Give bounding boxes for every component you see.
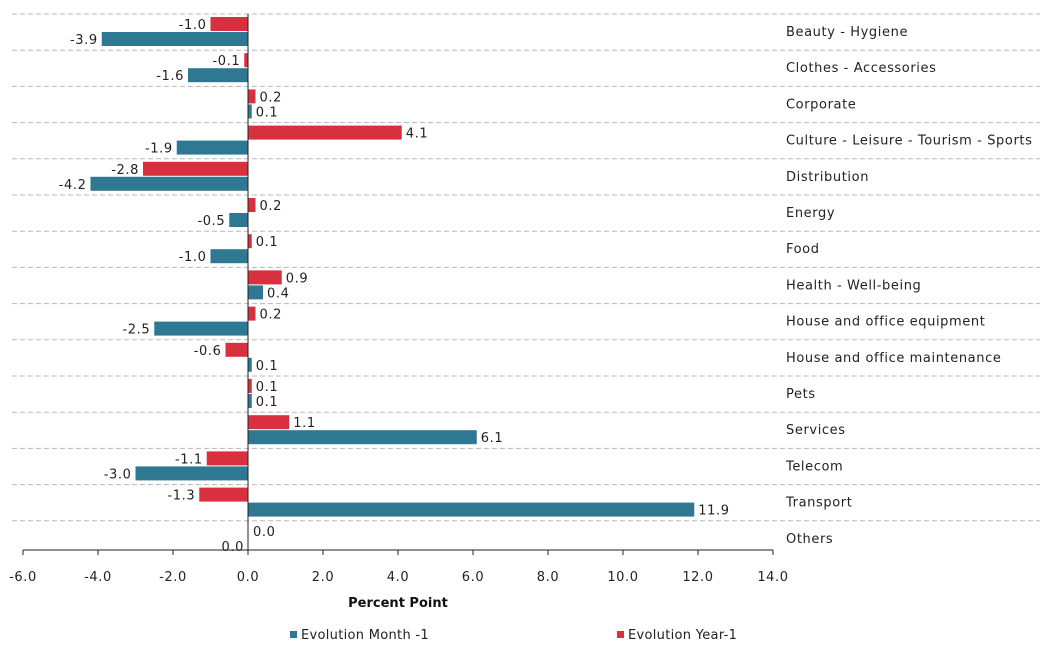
value-label: -4.2 [59, 178, 87, 193]
category-label: Pets [786, 387, 816, 402]
category-label: Energy [786, 206, 835, 221]
x-tick-label: 10.0 [607, 570, 638, 585]
value-label: -2.8 [111, 163, 139, 178]
bar-month [210, 249, 248, 264]
value-label: -0.1 [212, 54, 240, 69]
value-label: 4.1 [406, 127, 428, 142]
x-tick-label: 12.0 [682, 570, 713, 585]
value-label: 0.0 [222, 540, 244, 555]
bar-year [210, 17, 248, 31]
bar-year [248, 415, 290, 430]
legend-label: Evolution Year-1 [628, 628, 737, 643]
bar-month [101, 32, 248, 46]
bar-year [225, 342, 248, 357]
bar-year [248, 198, 256, 212]
x-tick-label: -4.0 [84, 570, 112, 585]
bar-month [248, 502, 695, 517]
x-tick-label: 4.0 [387, 570, 409, 585]
legend-swatch [617, 631, 624, 638]
bar-year [248, 234, 252, 249]
category-label: House and office equipment [786, 315, 985, 330]
bar-year [206, 451, 248, 466]
category-label: House and office maintenance [786, 351, 1001, 366]
value-label: 0.2 [260, 90, 282, 105]
category-label: Corporate [786, 97, 856, 112]
value-label: 0.2 [260, 308, 282, 323]
value-label: 0.0 [253, 525, 275, 540]
legend: Evolution Month -1 Evolution Year-1 [290, 628, 737, 643]
value-label: 0.4 [267, 286, 289, 301]
category-label: Clothes - Accessories [786, 61, 937, 76]
bar-year [248, 125, 402, 140]
bar-month [188, 68, 248, 83]
category-label: Transport [785, 496, 852, 511]
value-label: 0.9 [286, 271, 308, 286]
x-tick-label: 0.0 [237, 570, 259, 585]
bar-month [229, 213, 248, 227]
value-label: 0.1 [256, 395, 278, 410]
category-label: Services [786, 423, 846, 438]
legend-label: Evolution Month -1 [301, 628, 429, 643]
value-label: 0.2 [260, 199, 282, 214]
category-label: Culture - Leisure - Tourism - Sports [786, 134, 1032, 149]
bar-month [248, 394, 252, 408]
bar-year [199, 487, 248, 502]
category-label: Beauty - Hygiene [786, 25, 908, 40]
value-label: -1.0 [179, 250, 207, 265]
x-axis-title: Percent Point [348, 596, 448, 611]
category-label: Food [786, 242, 820, 257]
category-label: Distribution [786, 170, 869, 185]
value-label: -1.9 [145, 142, 173, 157]
bar-year [248, 306, 256, 321]
bar-year [244, 53, 248, 68]
bar-year [248, 270, 282, 285]
value-label: -0.5 [197, 214, 225, 229]
x-tick-label: 6.0 [462, 570, 484, 585]
value-label: -2.5 [122, 323, 150, 338]
bar-month [154, 321, 248, 336]
axes: -6.0 -4.0 -2.0 0.0 2.0 4.0 6.0 8.0 10.0 12.0 14.0 [9, 14, 788, 585]
category-label: Others [786, 532, 833, 547]
x-tick-label: -2.0 [159, 570, 187, 585]
bar-year [248, 89, 256, 104]
value-label: 1.1 [293, 416, 315, 431]
bar-month [248, 357, 252, 372]
x-tick-label: 8.0 [537, 570, 559, 585]
bar-year [248, 379, 252, 393]
value-label: -1.3 [167, 489, 195, 504]
bar-month [248, 430, 477, 445]
value-label: 0.1 [256, 380, 278, 395]
bar-month [248, 104, 252, 119]
legend-item: Evolution Month -1 [290, 628, 429, 643]
bar-month [135, 466, 248, 481]
value-label: -0.6 [194, 344, 222, 359]
value-label: -1.1 [175, 452, 203, 467]
value-label: 0.1 [256, 359, 278, 374]
x-tick-label: -6.0 [9, 570, 37, 585]
value-label: 0.1 [256, 235, 278, 250]
bars [90, 17, 695, 517]
category-separators [12, 13, 1040, 522]
value-label: -1.6 [156, 69, 184, 84]
value-label: -1.0 [179, 18, 207, 33]
category-label: Telecom [785, 459, 843, 474]
bar-month [90, 176, 248, 191]
value-label: 11.9 [698, 504, 729, 519]
x-tick-label: 14.0 [757, 570, 788, 585]
value-label: 0.1 [256, 105, 278, 120]
value-label: 6.1 [481, 431, 503, 446]
category-label: Health - Well-being [786, 278, 921, 293]
legend-item: Evolution Year-1 [617, 628, 737, 643]
value-label: -3.0 [104, 467, 132, 482]
bar-month [176, 140, 248, 155]
legend-swatch [290, 631, 297, 638]
value-labels: -1.0-3.9-0.1-1.60.20.14.1-1.9-2.8-4.20.2… [59, 18, 729, 555]
x-tick-label: 2.0 [312, 570, 334, 585]
value-label: -3.9 [70, 33, 98, 48]
category-labels: Beauty - Hygiene Clothes - Accessories Cor… [785, 25, 1032, 547]
bar-year [143, 161, 248, 176]
bar-month [248, 285, 263, 300]
